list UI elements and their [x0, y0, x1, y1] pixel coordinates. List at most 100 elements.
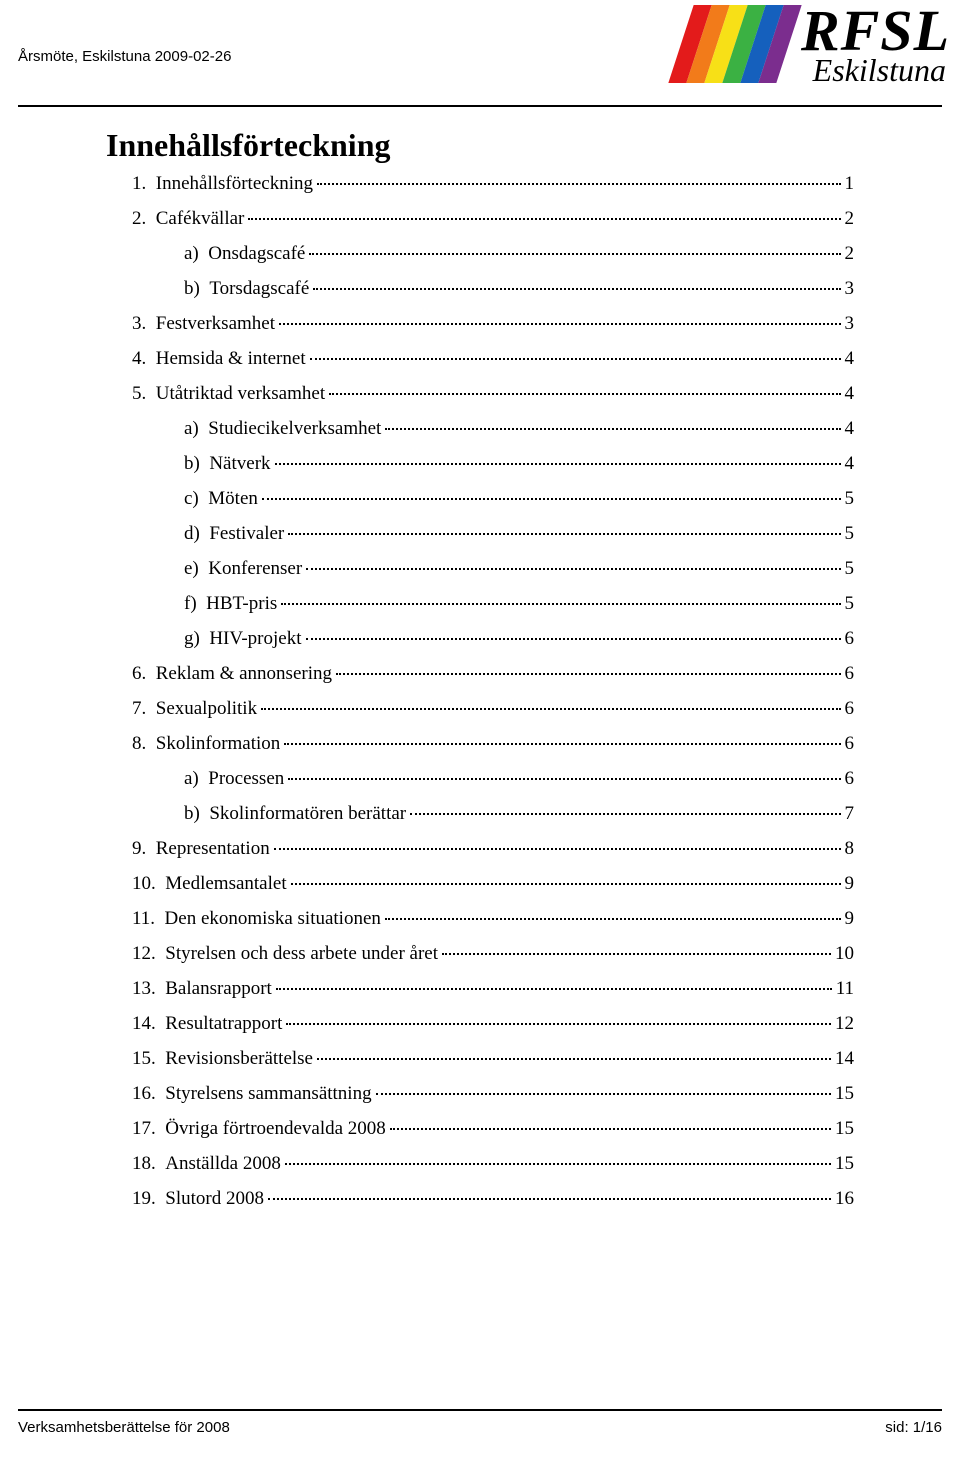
toc-page: 6: [845, 699, 855, 718]
toc-leader: [288, 533, 840, 535]
toc-leader: [285, 1163, 831, 1165]
toc-row: 10. Medlemsantalet 9: [106, 874, 854, 893]
toc-page: 15: [835, 1084, 854, 1103]
toc-label: 17. Övriga förtroendevalda 2008: [132, 1119, 386, 1138]
toc-row: a) Processen 6: [106, 769, 854, 788]
toc-page: 14: [835, 1049, 854, 1068]
toc-page: 12: [835, 1014, 854, 1033]
toc-page: 16: [835, 1189, 854, 1208]
toc-leader: [385, 428, 840, 430]
toc-leader: [261, 708, 840, 710]
logo-sub-text: Eskilstuna: [801, 54, 946, 86]
toc-leader: [286, 1023, 831, 1025]
toc-page: 15: [835, 1154, 854, 1173]
toc-page: 5: [845, 594, 855, 613]
toc-label: 2. Cafékvällar: [132, 209, 244, 228]
toc-text: Resultatrapport: [165, 1013, 282, 1034]
toc-page: 15: [835, 1119, 854, 1138]
toc-label: 5. Utåtriktad verksamhet: [132, 384, 325, 403]
toc-label: 13. Balansrapport: [132, 979, 272, 998]
toc-label: 4. Hemsida & internet: [132, 349, 306, 368]
toc-text: Möten: [208, 488, 258, 509]
toc-row: a) Studiecikelverksamhet 4: [106, 419, 854, 438]
toc-row: a) Onsdagscafé 2: [106, 244, 854, 263]
toc-leader: [313, 288, 840, 290]
toc-leader: [248, 218, 840, 220]
toc-leader: [317, 1058, 831, 1060]
toc-number: 12.: [132, 943, 156, 964]
toc-label: 1. Innehållsförteckning: [132, 174, 313, 193]
footer-right: sid: 1/16: [885, 1419, 942, 1436]
toc-number: 16.: [132, 1083, 156, 1104]
toc-label: 12. Styrelsen och dess arbete under året: [132, 944, 438, 963]
toc-number: 2.: [132, 208, 146, 229]
toc-row: b) Torsdagscafé 3: [106, 279, 854, 298]
toc-label: 19. Slutord 2008: [132, 1189, 264, 1208]
toc-number: a): [184, 243, 199, 264]
toc-page: 3: [845, 279, 855, 298]
toc-page: 10: [835, 944, 854, 963]
toc-number: 3.: [132, 313, 146, 334]
toc-row: 2. Cafékvällar 2: [106, 209, 854, 228]
toc-row: 3. Festverksamhet 3: [106, 314, 854, 333]
toc-label: a) Processen: [184, 769, 284, 788]
toc-number: 19.: [132, 1188, 156, 1209]
toc-page: 4: [845, 419, 855, 438]
toc-text: Den ekonomiska situationen: [165, 908, 381, 929]
toc-leader: [410, 813, 840, 815]
toc-page: 5: [845, 489, 855, 508]
toc-leader: [284, 743, 840, 745]
logo-text: RFSL Eskilstuna: [801, 2, 950, 86]
toc-row: 4. Hemsida & internet 4: [106, 349, 854, 368]
toc-leader: [275, 463, 841, 465]
toc-page: 8: [845, 839, 855, 858]
toc-text: Utåtriktad verksamhet: [156, 383, 325, 404]
toc-label: a) Onsdagscafé: [184, 244, 305, 263]
toc-leader: [281, 603, 840, 605]
toc-number: 18.: [132, 1153, 156, 1174]
toc-text: Revisionsberättelse: [165, 1048, 313, 1069]
toc-leader: [390, 1128, 831, 1130]
toc-row: 19. Slutord 2008 16: [106, 1189, 854, 1208]
toc-text: Medlemsantalet: [165, 873, 286, 894]
toc-page: 4: [845, 454, 855, 473]
toc-page: 3: [845, 314, 855, 333]
toc-row: 6. Reklam & annonsering 6: [106, 664, 854, 683]
toc-text: HIV-projekt: [209, 628, 301, 649]
toc-number: 15.: [132, 1048, 156, 1069]
toc-text: Onsdagscafé: [208, 243, 305, 264]
toc-label: 8. Skolinformation: [132, 734, 280, 753]
toc-text: Cafékvällar: [156, 208, 245, 229]
toc-leader: [329, 393, 840, 395]
toc-text: HBT-pris: [206, 593, 277, 614]
toc-row: f) HBT-pris 5: [106, 594, 854, 613]
toc-row: 1. Innehållsförteckning 1: [106, 174, 854, 193]
toc-label: 9. Representation: [132, 839, 270, 858]
toc-page: 7: [845, 804, 855, 823]
toc-number: 4.: [132, 348, 146, 369]
toc-page: 6: [845, 769, 855, 788]
toc-text: Sexualpolitik: [156, 698, 257, 719]
toc-leader: [309, 253, 840, 255]
toc-leader: [306, 638, 841, 640]
toc-row: 7. Sexualpolitik 6: [106, 699, 854, 718]
toc-row: 16. Styrelsens sammansättning 15: [106, 1084, 854, 1103]
toc-number: g): [184, 628, 200, 649]
toc-page: 1: [845, 174, 855, 193]
toc-row: 8. Skolinformation 6: [106, 734, 854, 753]
toc-text: Styrelsen och dess arbete under året: [165, 943, 438, 964]
toc-leader: [317, 183, 841, 185]
toc-text: Balansrapport: [165, 978, 272, 999]
toc-page: 6: [845, 734, 855, 753]
footer: Verksamhetsberättelse för 2008 sid: 1/16: [18, 1409, 942, 1436]
toc-row: b) Skolinformatören berättar 7: [106, 804, 854, 823]
toc-number: 1.: [132, 173, 146, 194]
toc-row: 11. Den ekonomiska situationen 9: [106, 909, 854, 928]
toc-text: Styrelsens sammansättning: [165, 1083, 371, 1104]
toc-page: 4: [845, 349, 855, 368]
toc-text: Representation: [156, 838, 270, 859]
toc-row: c) Möten 5: [106, 489, 854, 508]
toc-label: b) Nätverk: [184, 454, 271, 473]
toc-text: Slutord 2008: [165, 1188, 264, 1209]
toc-number: b): [184, 453, 200, 474]
